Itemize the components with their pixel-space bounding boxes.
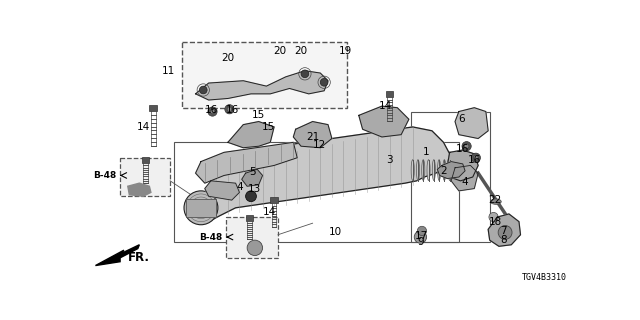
Text: 12: 12 <box>313 140 326 150</box>
Ellipse shape <box>417 160 420 180</box>
Circle shape <box>301 70 308 78</box>
Text: 7: 7 <box>500 226 507 236</box>
Text: 16: 16 <box>204 105 218 115</box>
Circle shape <box>471 153 481 162</box>
Circle shape <box>246 191 257 202</box>
Circle shape <box>184 191 218 225</box>
Circle shape <box>417 226 427 236</box>
Text: 4: 4 <box>236 182 243 192</box>
Polygon shape <box>128 183 151 196</box>
Text: 16: 16 <box>468 155 481 165</box>
Text: 17: 17 <box>415 231 428 241</box>
Polygon shape <box>228 122 274 148</box>
Polygon shape <box>437 162 465 179</box>
Circle shape <box>200 86 207 94</box>
Polygon shape <box>293 122 332 148</box>
Text: 2: 2 <box>440 166 447 176</box>
Ellipse shape <box>448 160 451 180</box>
Polygon shape <box>196 142 297 183</box>
Polygon shape <box>196 71 328 100</box>
Text: 20: 20 <box>221 53 234 63</box>
Text: 1: 1 <box>423 147 430 157</box>
Text: 8: 8 <box>500 235 507 245</box>
Polygon shape <box>451 165 478 191</box>
Text: 14: 14 <box>379 101 392 111</box>
Polygon shape <box>242 169 262 186</box>
Text: B-48: B-48 <box>93 171 116 180</box>
Bar <box>149 105 157 111</box>
Text: 3: 3 <box>387 155 393 165</box>
Polygon shape <box>447 150 478 181</box>
Text: 19: 19 <box>339 46 351 57</box>
Text: 16: 16 <box>226 105 239 115</box>
Circle shape <box>247 240 262 256</box>
Text: 4: 4 <box>461 177 468 187</box>
Text: 6: 6 <box>459 114 465 124</box>
Circle shape <box>462 141 471 151</box>
Ellipse shape <box>443 160 446 180</box>
Text: 10: 10 <box>329 227 342 237</box>
Text: 14: 14 <box>136 122 150 132</box>
Circle shape <box>464 144 469 148</box>
Bar <box>270 197 278 203</box>
Circle shape <box>210 109 215 114</box>
Bar <box>141 157 149 163</box>
Bar <box>227 217 278 258</box>
Text: 14: 14 <box>263 207 276 217</box>
Text: TGV4B3310: TGV4B3310 <box>522 273 566 282</box>
Ellipse shape <box>411 160 414 180</box>
Circle shape <box>320 78 328 86</box>
Bar <box>182 42 348 108</box>
Polygon shape <box>95 245 140 266</box>
Bar <box>411 112 490 243</box>
Text: 22: 22 <box>488 195 502 205</box>
Polygon shape <box>189 127 450 222</box>
Text: 20: 20 <box>274 46 287 57</box>
Bar <box>186 198 216 217</box>
Text: 20: 20 <box>294 46 308 57</box>
Text: 11: 11 <box>162 66 175 76</box>
Ellipse shape <box>438 160 441 180</box>
Text: 15: 15 <box>262 122 275 132</box>
Polygon shape <box>488 214 520 246</box>
Bar <box>386 91 394 97</box>
Circle shape <box>227 107 232 112</box>
Ellipse shape <box>427 160 430 180</box>
Circle shape <box>208 107 217 116</box>
Ellipse shape <box>422 160 425 180</box>
Bar <box>120 158 170 196</box>
Text: 21: 21 <box>307 132 320 142</box>
Text: 15: 15 <box>252 110 266 120</box>
Polygon shape <box>455 108 488 139</box>
Text: 13: 13 <box>248 184 262 194</box>
Text: FR.: FR. <box>128 251 150 264</box>
Circle shape <box>498 226 512 239</box>
Bar <box>246 215 253 221</box>
Bar <box>174 142 459 243</box>
Text: 9: 9 <box>417 237 424 247</box>
Ellipse shape <box>432 160 435 180</box>
Circle shape <box>474 156 478 160</box>
Circle shape <box>414 231 427 243</box>
Polygon shape <box>359 106 409 137</box>
Text: B-48: B-48 <box>199 233 223 242</box>
Circle shape <box>489 212 498 222</box>
Text: 16: 16 <box>456 143 469 154</box>
Polygon shape <box>205 181 239 200</box>
Text: 18: 18 <box>488 217 502 227</box>
Circle shape <box>225 105 234 114</box>
Ellipse shape <box>490 199 501 204</box>
Text: 5: 5 <box>249 167 256 177</box>
